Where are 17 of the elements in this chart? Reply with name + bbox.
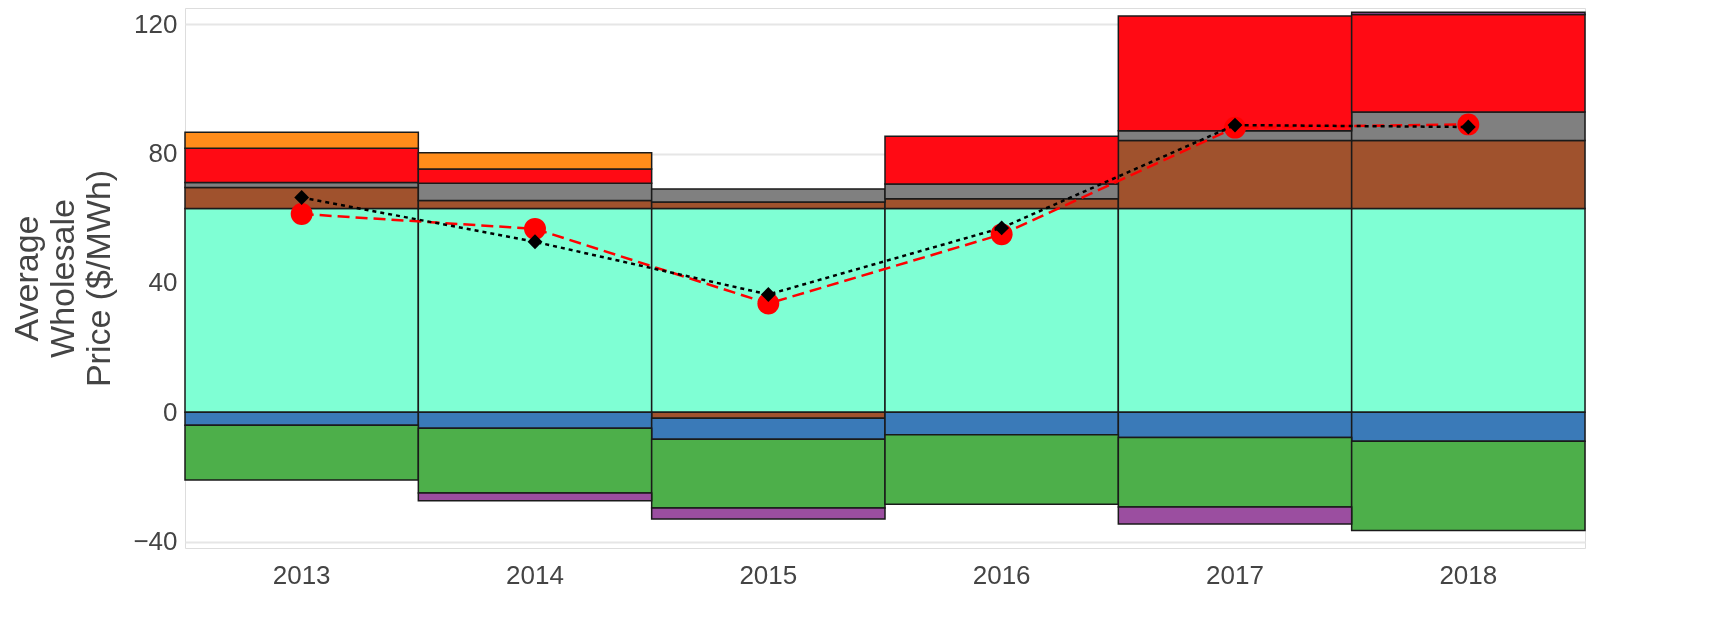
x-tick-label: 2013	[272, 559, 331, 590]
y-axis-title: Average Wholesale Price ($/MWh)	[7, 169, 118, 388]
y-tick-label: 80	[148, 138, 178, 169]
point	[524, 217, 546, 240]
point	[527, 234, 543, 250]
y-tick-label: 40	[148, 267, 178, 298]
x-tick-label: 2014	[506, 559, 564, 590]
x-tick-label: 2016	[972, 559, 1031, 590]
y-tick-label: 0	[163, 396, 178, 427]
x-tick-label: 2015	[739, 559, 798, 590]
y-tick-label: −40	[133, 526, 178, 557]
point	[760, 287, 776, 302]
point	[290, 203, 313, 225]
x-tick-label: 2017	[1206, 559, 1264, 590]
point	[294, 190, 310, 205]
x-tick-label: 2018	[1439, 559, 1498, 590]
y-tick-label: 120	[134, 8, 178, 39]
